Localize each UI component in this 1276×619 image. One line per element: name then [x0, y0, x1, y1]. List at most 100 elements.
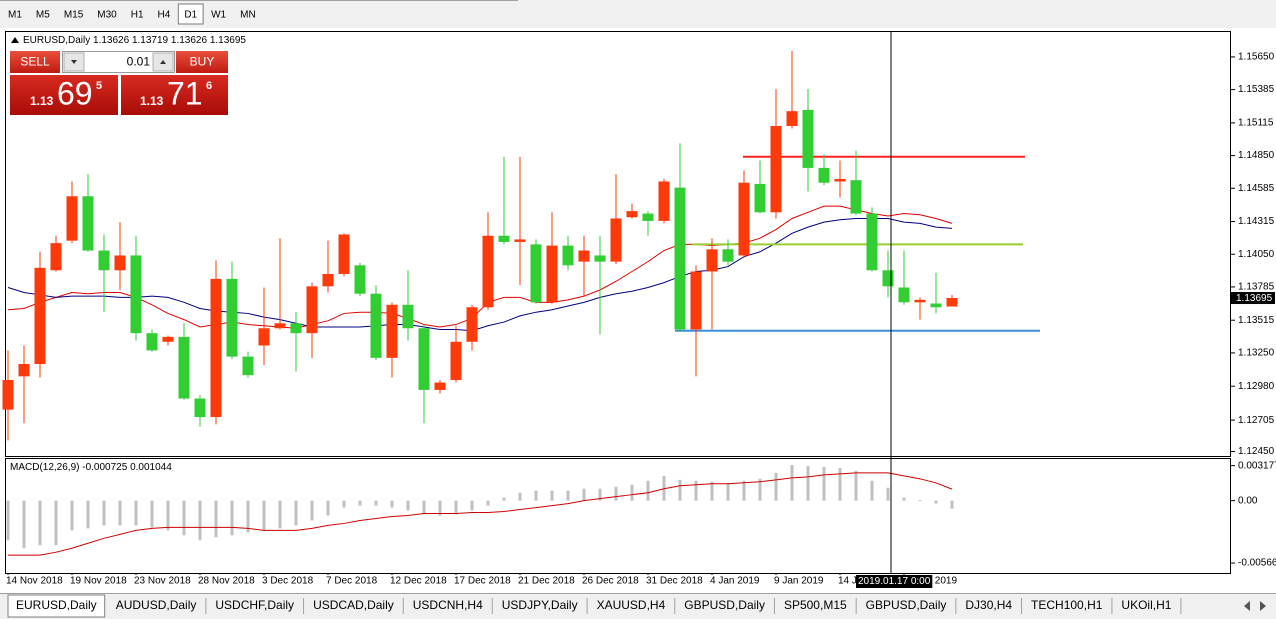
- y-tick-label: 1.13785: [1238, 282, 1275, 293]
- buy-button[interactable]: [176, 51, 228, 73]
- buy-label: BUY: [190, 55, 215, 69]
- timeframe-button[interactable]: [57, 4, 90, 24]
- timeframe-button[interactable]: [91, 4, 123, 24]
- symbol-tab[interactable]: [1023, 597, 1111, 615]
- sell-button[interactable]: [10, 51, 60, 73]
- x-tick-label: 3 Dec 2018: [262, 576, 314, 587]
- symbol-tab[interactable]: [305, 597, 402, 615]
- macd-bar: [534, 490, 538, 501]
- macd-bar: [38, 500, 42, 546]
- x-tick-label: 19 Nov 2018: [70, 576, 127, 587]
- timeframe-button[interactable]: [29, 4, 56, 24]
- symbol-tab[interactable]: [107, 597, 205, 615]
- symbol-tab[interactable]: [676, 597, 773, 615]
- x-label-bg: [389, 575, 449, 588]
- symbol-tab[interactable]: [207, 597, 303, 615]
- y-tick-label: 1.13515: [1238, 315, 1275, 326]
- timeframe-button[interactable]: [124, 4, 150, 24]
- x-label-bg: [5, 575, 65, 588]
- macd-bar: [806, 465, 810, 501]
- macd-bar: [390, 500, 394, 508]
- candle-body: [194, 398, 206, 418]
- macd-bar: [22, 500, 26, 549]
- timeframe-button[interactable]: [177, 3, 204, 25]
- bid-pips: 69: [57, 75, 93, 111]
- x-tick-label: 17 Dec 2018: [454, 576, 511, 587]
- macd-bar: [70, 500, 74, 531]
- macd-bar: [198, 500, 202, 541]
- macd-bar: [758, 478, 762, 501]
- macd-bar: [518, 492, 522, 501]
- symbol-tab[interactable]: [1113, 597, 1180, 615]
- candle-body: [274, 323, 286, 329]
- symbol-tab[interactable]: [588, 597, 674, 615]
- candle-body: [498, 235, 510, 242]
- collapse-arrow[interactable]: [11, 37, 19, 43]
- timeframe-button[interactable]: [205, 4, 233, 24]
- x-label-bg: [325, 575, 380, 588]
- candle-body: [802, 109, 814, 168]
- macd-bar: [262, 500, 266, 531]
- y-tick-label: 1.14315: [1238, 216, 1275, 227]
- candle-body: [610, 218, 622, 262]
- candle-body: [914, 299, 926, 303]
- candle-body: [162, 336, 174, 342]
- candle-body: [386, 304, 398, 358]
- symbol-tab-label: AUDUSD,Daily: [116, 598, 197, 612]
- ask-box[interactable]: [121, 75, 228, 115]
- macd-bar: [182, 500, 186, 536]
- y-tick-label: 1.15385: [1238, 84, 1275, 95]
- x-label-bg: [581, 575, 641, 588]
- candle-body: [770, 125, 782, 213]
- symbol-tab[interactable]: [7, 594, 106, 618]
- candle-body: [178, 336, 190, 399]
- ask-big: 1.13: [140, 94, 164, 108]
- symbol-tab[interactable]: [404, 597, 491, 615]
- symbol-tab-label: DJ30,H4: [965, 598, 1012, 612]
- signal-line: [8, 472, 953, 556]
- header-close: 1.13695: [210, 35, 247, 46]
- candle-body: [834, 179, 846, 182]
- macd-bar: [550, 490, 554, 501]
- tab-scroll-right[interactable]: [1260, 601, 1266, 611]
- lot-value: 0.01: [127, 55, 151, 69]
- macd-bar: [886, 487, 890, 501]
- x-tick-label: 26 Dec 2018: [582, 576, 639, 587]
- macd-bar: [326, 500, 330, 516]
- candle-body: [626, 211, 638, 218]
- candle-body: [882, 270, 894, 287]
- candle-body: [434, 382, 446, 390]
- timeframe-label: MN: [240, 10, 256, 21]
- signal-value: 0.001044: [130, 462, 172, 473]
- lot-box[interactable]: [62, 51, 175, 73]
- timeframe-button[interactable]: [151, 4, 177, 24]
- bid-box[interactable]: [10, 75, 118, 115]
- y-tick-label: 1.12980: [1238, 381, 1275, 392]
- plot-area: 1.15650 1.15385 1.15115 1.14850 1.14585 1.143…: [2, 32, 1276, 588]
- symbol-tab[interactable]: [957, 597, 1021, 615]
- macd-bar: [710, 481, 714, 501]
- macd-bar: [790, 464, 794, 501]
- y-tick-label: 0.003177: [1238, 460, 1276, 471]
- macd-bar: [902, 497, 906, 501]
- macd-value: -0.000725: [82, 462, 127, 473]
- macd-bar: [358, 500, 362, 506]
- symbol-tab[interactable]: [493, 597, 586, 615]
- timeframe-button[interactable]: [234, 4, 262, 24]
- candle-body: [738, 182, 750, 256]
- candle-body: [594, 255, 606, 262]
- symbol-tab-label: USDCHF,Daily: [215, 598, 294, 612]
- x-tick-label: 31 Dec 2018: [646, 576, 703, 587]
- tab-scroll-left[interactable]: [1244, 601, 1250, 611]
- symbol-tab[interactable]: [775, 597, 855, 615]
- main-frame: [5, 31, 1231, 457]
- y-tick-label: 1.13250: [1238, 348, 1275, 359]
- macd-bar: [918, 500, 922, 502]
- bid-big: 1.13: [30, 94, 54, 108]
- timeframe-button[interactable]: [2, 4, 28, 24]
- symbol-tab[interactable]: [857, 597, 955, 615]
- macd-bar: [246, 500, 250, 533]
- macd-bar: [774, 472, 778, 501]
- x-label-bg: [773, 575, 826, 588]
- candle-body: [562, 245, 574, 266]
